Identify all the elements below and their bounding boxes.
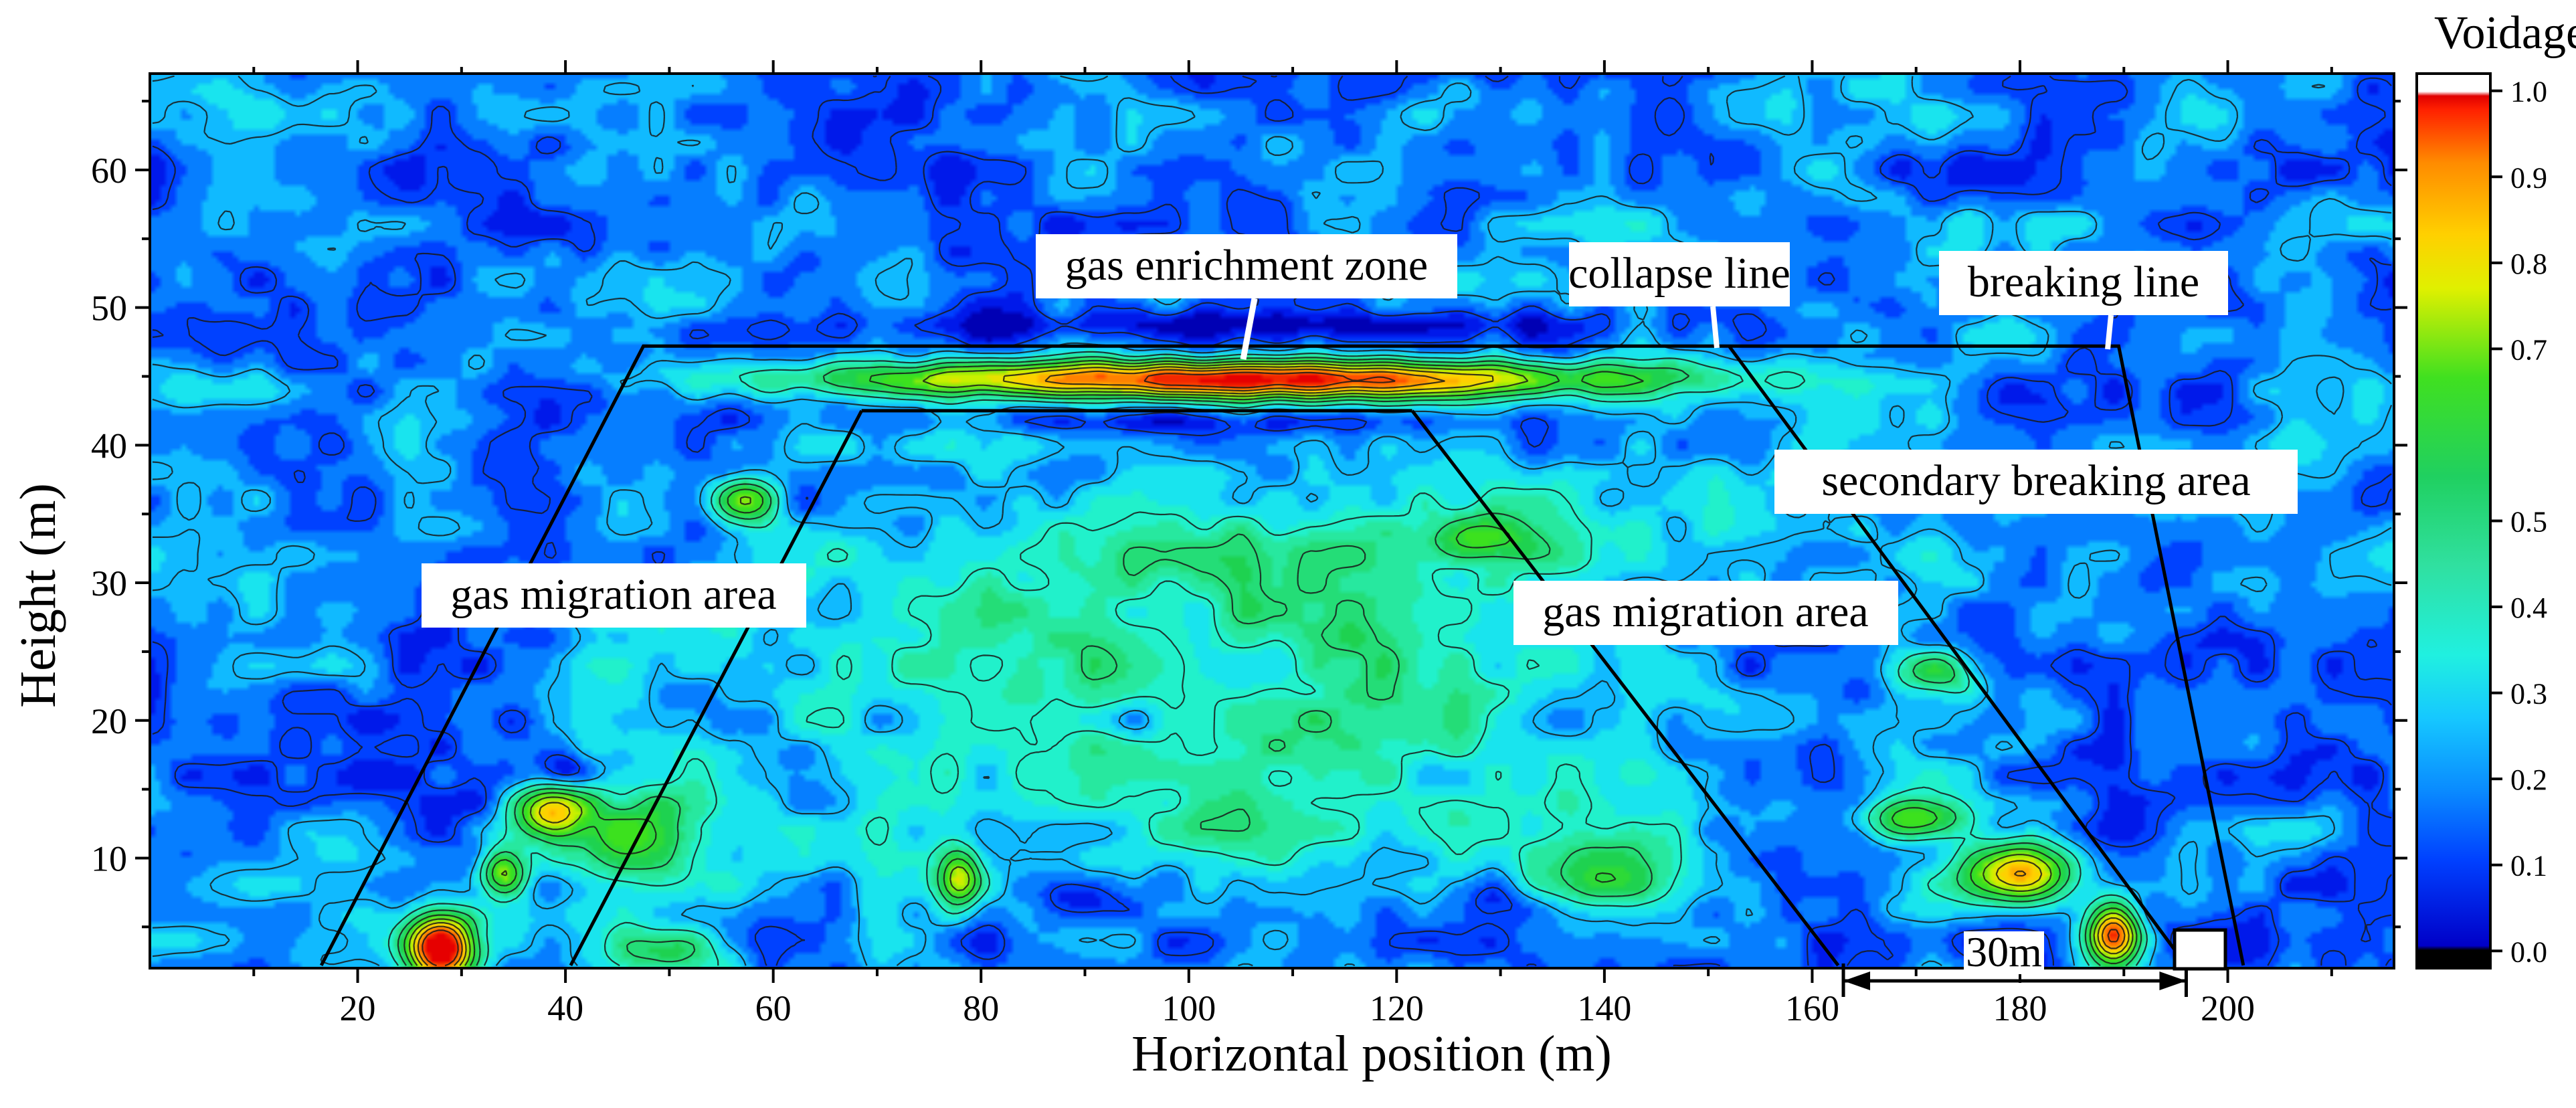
colorbar: Voidage 0.0 0.1 0.2 0.3 0.4 0.5 0.7 0.8 0.9 1.0 bbox=[2415, 7, 2576, 970]
plot-area bbox=[149, 72, 2395, 970]
y-tick-label: 10 bbox=[91, 838, 127, 879]
collapse-line-boundary bbox=[1728, 345, 2188, 967]
annotation-labels: gas enrichment zone collapse line breaki… bbox=[422, 234, 2298, 997]
colorbar-tick-label: 1.0 bbox=[2510, 76, 2547, 108]
voidage-heatmap bbox=[150, 74, 2394, 968]
y-tick-label: 20 bbox=[91, 701, 127, 741]
y-axis-ticks: 10 20 30 40 50 60 bbox=[91, 100, 2407, 929]
x-tick-label: 60 bbox=[755, 988, 792, 1028]
x-tick-label: 120 bbox=[1370, 988, 1424, 1028]
label-collapse-line: collapse line bbox=[1568, 242, 1790, 306]
span-arrow-left bbox=[1843, 972, 1871, 990]
working-face-box bbox=[2173, 928, 2227, 971]
label-gas-migration-area-left: gas migration area bbox=[422, 563, 806, 628]
colorbar-tick-label: 0.8 bbox=[2510, 248, 2547, 280]
y-tick-label: 40 bbox=[91, 426, 127, 466]
x-tick-label: 200 bbox=[2201, 988, 2255, 1028]
gas-migration-area-right-text: gas migration area bbox=[1542, 587, 1868, 636]
collapse-pointer bbox=[1710, 306, 1720, 349]
colorbar-tick-label: 0.9 bbox=[2510, 161, 2547, 194]
colorbar-tick-label: 0.5 bbox=[2510, 506, 2547, 539]
y-tick-label: 30 bbox=[91, 563, 127, 604]
label-breaking-line: breaking line bbox=[1939, 251, 2228, 315]
structure-lines bbox=[319, 344, 2245, 967]
breaking-pointer bbox=[2105, 314, 2114, 350]
colorbar-tick-label: 0.1 bbox=[2510, 850, 2547, 883]
x-tick-label: 100 bbox=[1162, 988, 1216, 1028]
x-tick-label: 180 bbox=[1993, 988, 2047, 1028]
x-axis-ticks: 20 40 60 80 100 120 140 160 180 200 bbox=[252, 60, 2333, 1028]
label-gas-enrichment-zone: gas enrichment zone bbox=[1036, 234, 1457, 298]
colorbar-tick-label: 0.3 bbox=[2510, 678, 2547, 711]
span-label: 30m bbox=[1966, 928, 2042, 976]
y-tick-label: 60 bbox=[91, 151, 127, 191]
colorbar-ticks: 0.0 0.1 0.2 0.3 0.4 0.5 0.7 0.8 0.9 1.0 bbox=[2490, 76, 2547, 968]
collapse-line-text: collapse line bbox=[1568, 249, 1790, 298]
plot-frame bbox=[149, 72, 2395, 970]
breaking-line-text: breaking line bbox=[1968, 258, 2199, 306]
span-arrow-right bbox=[2159, 972, 2187, 990]
span-marker: 30m bbox=[1841, 928, 2227, 997]
gas-enrichment-zone-text: gas enrichment zone bbox=[1065, 241, 1428, 290]
x-axis-title: Horizontal position (m) bbox=[1131, 1026, 1612, 1082]
label-gas-migration-area-right: gas migration area bbox=[1513, 581, 1898, 645]
inner-right-boundary bbox=[1410, 409, 1840, 967]
colorbar-tick-label: 0.0 bbox=[2510, 935, 2547, 968]
x-tick-label: 80 bbox=[963, 988, 999, 1028]
x-tick-label: 20 bbox=[340, 988, 376, 1028]
colorbar-tick-label: 0.2 bbox=[2510, 763, 2547, 796]
enrichment-pointer bbox=[1240, 298, 1258, 360]
colorbar-tick-label: 0.4 bbox=[2510, 591, 2547, 624]
y-tick-label: 50 bbox=[91, 288, 127, 329]
gas-migration-area-left-text: gas migration area bbox=[450, 570, 776, 619]
outer-breaking-boundary bbox=[319, 344, 2245, 967]
x-tick-label: 140 bbox=[1577, 988, 1631, 1028]
inner-left-boundary bbox=[569, 409, 863, 967]
secondary-breaking-area-text: secondary breaking area bbox=[1821, 456, 2250, 505]
y-axis-title: Height (m) bbox=[10, 483, 66, 708]
colorbar-title: Voidage bbox=[2434, 7, 2576, 59]
x-tick-label: 160 bbox=[1785, 988, 1839, 1028]
colorbar-gradient bbox=[2415, 72, 2492, 970]
label-secondary-breaking-area: secondary breaking area bbox=[1774, 450, 2298, 514]
colorbar-tick-label: 0.7 bbox=[2510, 333, 2547, 366]
x-tick-label: 40 bbox=[547, 988, 583, 1028]
